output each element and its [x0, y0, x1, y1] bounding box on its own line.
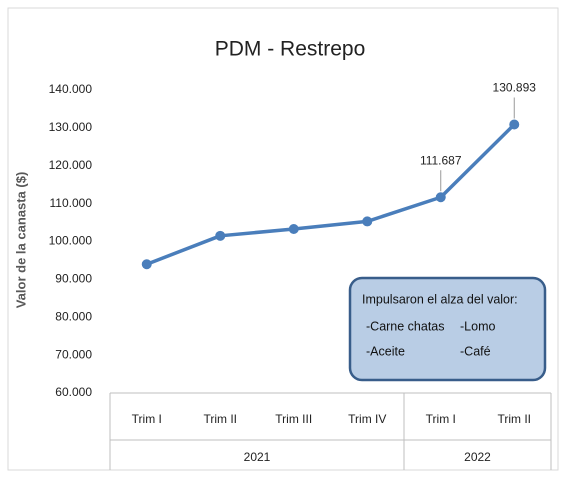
y-tick-label: 100.000: [49, 234, 93, 248]
x-tick-label: Trim II: [497, 412, 531, 426]
series-line: [146, 123, 516, 266]
x-tick-label: Trim III: [275, 412, 312, 426]
data-point: [288, 224, 299, 235]
data-label: 111.687: [420, 153, 462, 167]
annotation-item: -Café: [460, 344, 491, 358]
y-tick-label: 70.000: [55, 347, 92, 361]
group-label: 2021: [244, 450, 271, 464]
x-tick-label: Trim I: [132, 412, 162, 426]
y-tick-label: 120.000: [49, 158, 93, 172]
data-point: [435, 192, 446, 203]
y-tick-label: 80.000: [55, 309, 92, 323]
annotation-heading: Impulsaron el alza del valor:: [362, 292, 518, 306]
y-axis-label: Valor de la canasta ($): [13, 172, 28, 309]
y-tick-label: 130.000: [49, 120, 93, 134]
annotation-item: -Aceite: [366, 344, 405, 358]
data-point: [509, 119, 520, 130]
group-label: 2022: [464, 450, 491, 464]
y-tick-label: 90.000: [55, 272, 92, 286]
y-tick-label: 110.000: [50, 196, 93, 210]
annotation-item: -Lomo: [460, 319, 495, 333]
y-tick-label: 60.000: [55, 385, 92, 399]
data-point: [362, 216, 373, 227]
x-tick-label: Trim II: [203, 412, 237, 426]
annotation-box: [348, 276, 547, 382]
data-label: 130.893: [493, 81, 537, 95]
data-point: [215, 230, 226, 241]
x-tick-label: Trim IV: [348, 412, 386, 426]
x-tick-label: Trim I: [426, 412, 456, 426]
y-tick-label: 140.000: [49, 82, 93, 96]
annotation-item: -Carne chatas: [366, 319, 445, 333]
chart-title: PDM - Restrepo: [215, 38, 366, 61]
data-point: [141, 259, 152, 270]
